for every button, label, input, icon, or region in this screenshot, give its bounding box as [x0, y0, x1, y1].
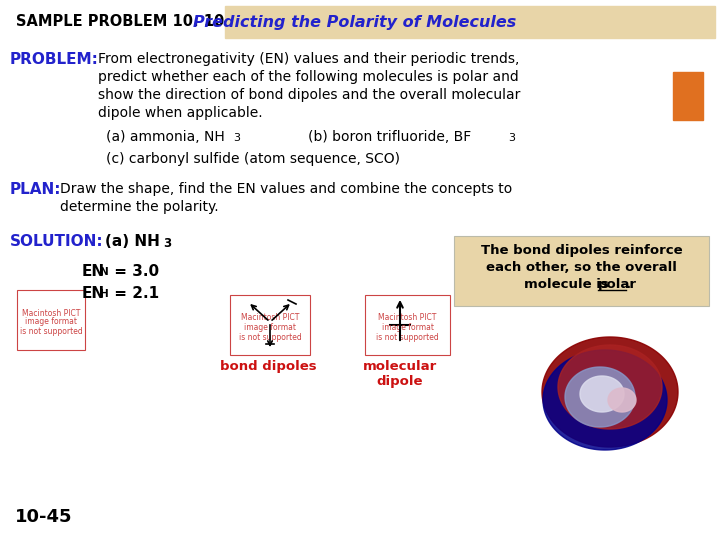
Bar [230, 295, 310, 355]
Polygon shape [608, 388, 636, 412]
Text: each other, so the overall: each other, so the overall [486, 261, 677, 274]
Text: image format: image format [25, 318, 77, 327]
Text: predict whether each of the following molecules is polar and: predict whether each of the following mo… [98, 70, 518, 84]
Text: image format: image format [244, 322, 296, 332]
Text: (a) ammonia, NH: (a) ammonia, NH [106, 130, 225, 144]
Text: PLAN:: PLAN: [10, 182, 61, 197]
Text: is not supported: is not supported [238, 333, 302, 341]
Text: bond dipoles: bond dipoles [220, 360, 316, 373]
Text: EN: EN [82, 264, 105, 279]
Text: molecule is: molecule is [523, 278, 613, 291]
Text: EN: EN [82, 286, 105, 301]
Text: polar: polar [598, 278, 636, 291]
Text: SAMPLE PROBLEM 10. 10: SAMPLE PROBLEM 10. 10 [16, 15, 224, 30]
Polygon shape [543, 350, 667, 450]
Text: (b) boron trifluoride, BF: (b) boron trifluoride, BF [308, 130, 472, 144]
Text: is not supported: is not supported [19, 327, 82, 336]
Text: = 2.1: = 2.1 [109, 286, 159, 301]
Polygon shape [558, 345, 662, 429]
Text: Predicting the Polarity of Molecules: Predicting the Polarity of Molecules [194, 15, 517, 30]
Bar [225, 6, 715, 38]
Polygon shape [542, 337, 678, 447]
Text: (c) carbonyl sulfide (atom sequence, SCO): (c) carbonyl sulfide (atom sequence, SCO… [106, 152, 400, 166]
Text: Macintosh PICT: Macintosh PICT [240, 314, 300, 322]
Text: = 3.0: = 3.0 [109, 264, 159, 279]
Text: H: H [100, 289, 109, 299]
Text: dipole: dipole [377, 375, 423, 388]
Polygon shape [565, 367, 635, 427]
Bar [365, 295, 450, 355]
Text: Draw the shape, find the EN values and combine the concepts to: Draw the shape, find the EN values and c… [60, 182, 512, 196]
Text: 3: 3 [163, 237, 171, 250]
Text: 3: 3 [233, 133, 240, 143]
Text: SOLUTION:: SOLUTION: [10, 234, 104, 249]
Text: (a) NH: (a) NH [105, 234, 160, 249]
Text: show the direction of bond dipoles and the overall molecular: show the direction of bond dipoles and t… [98, 88, 521, 102]
Text: PROBLEM:: PROBLEM: [10, 52, 99, 67]
Text: .: . [626, 278, 631, 291]
Text: image format: image format [382, 322, 433, 332]
Text: The bond dipoles reinforce: The bond dipoles reinforce [481, 244, 683, 257]
Text: Macintosh PICT: Macintosh PICT [378, 314, 437, 322]
Polygon shape [580, 376, 624, 412]
Text: is not supported: is not supported [376, 333, 439, 341]
Bar [673, 72, 703, 120]
Text: 10-45: 10-45 [15, 508, 73, 526]
Text: determine the polarity.: determine the polarity. [60, 200, 219, 214]
Bar [17, 290, 85, 350]
Bar [454, 236, 709, 306]
Text: 3: 3 [508, 133, 515, 143]
Text: molecular: molecular [363, 360, 437, 373]
Text: From electronegativity (EN) values and their periodic trends,: From electronegativity (EN) values and t… [98, 52, 519, 66]
Text: dipole when applicable.: dipole when applicable. [98, 106, 263, 120]
Text: N: N [100, 267, 109, 277]
Text: Macintosh PICT: Macintosh PICT [22, 308, 80, 318]
